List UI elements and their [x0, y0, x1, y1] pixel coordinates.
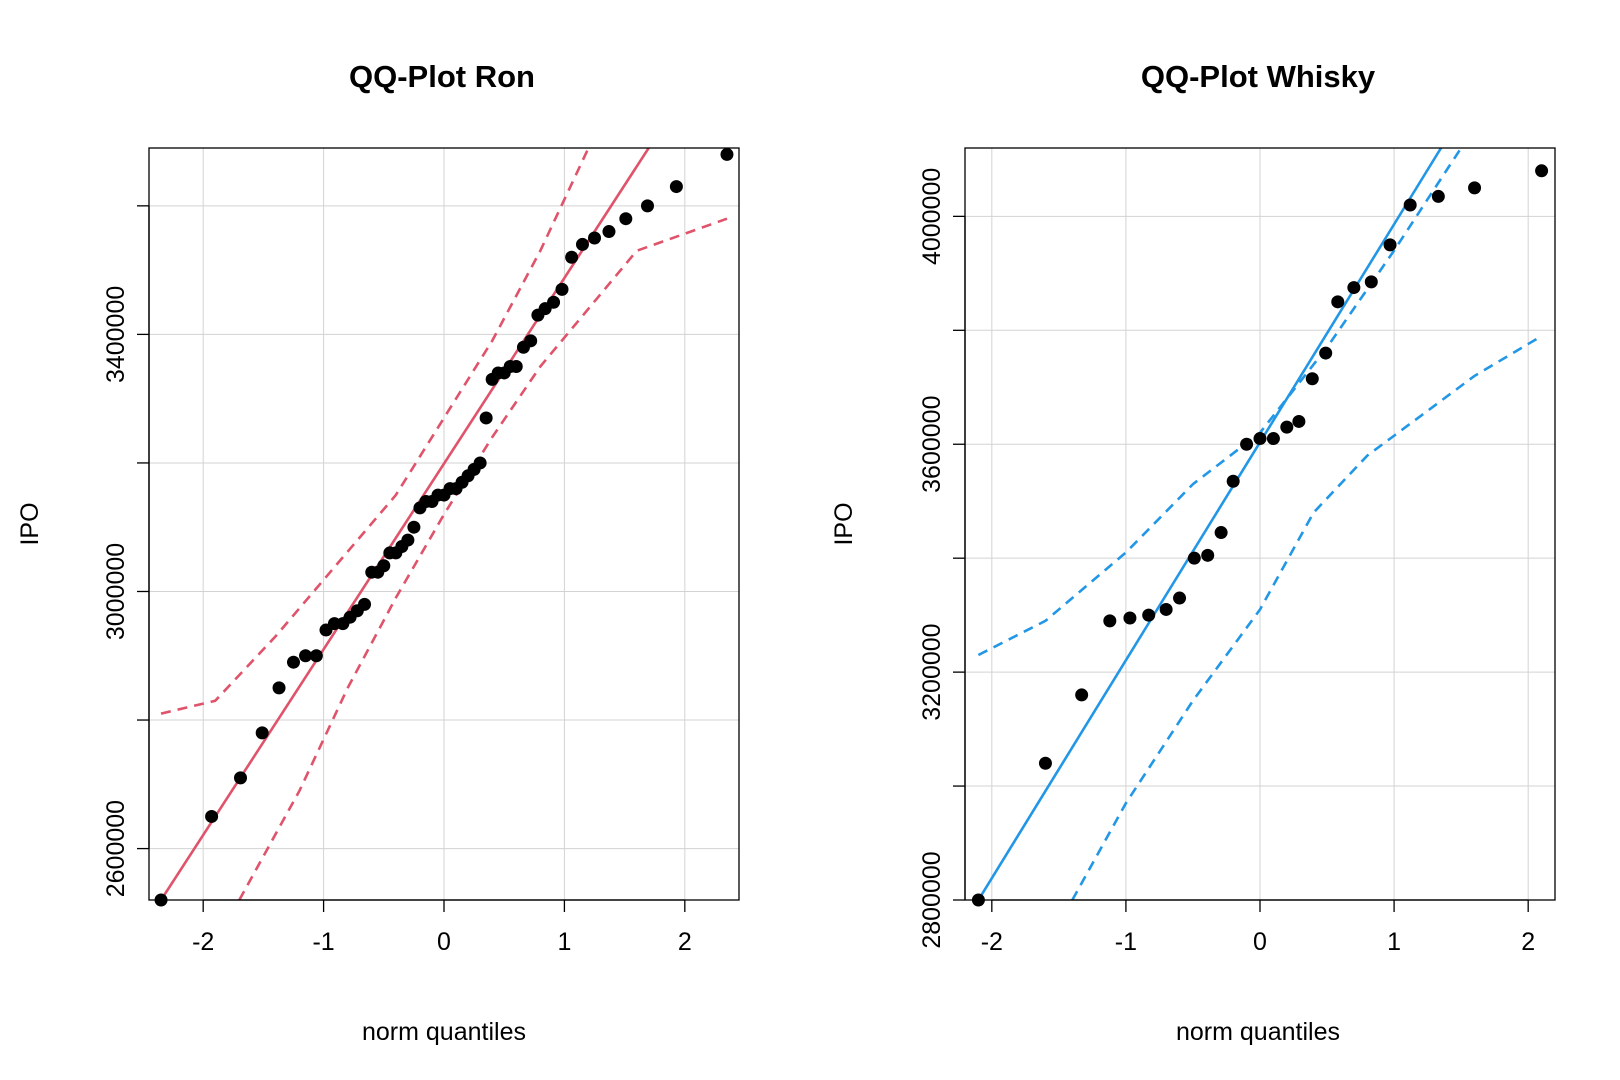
data-point: [1142, 608, 1156, 622]
x-tick-label: -1: [1115, 928, 1137, 956]
envelope-upper-line: [160, 148, 590, 715]
data-point: [1280, 420, 1294, 434]
data-point: [407, 520, 421, 534]
qq-reference-line: [977, 148, 1443, 900]
x-axis-ron: -2 -1 0 1 2: [192, 899, 692, 956]
data-point: [1253, 432, 1267, 446]
data-point: [358, 597, 372, 611]
grid-whisky: [965, 148, 1555, 901]
data-point: [299, 649, 313, 663]
data-point: [473, 456, 487, 470]
x-tick-label: -1: [312, 928, 334, 956]
panel-whisky: QQ-Plot Whisky -2 -1 0 1 2 2800000 3200000 360…: [830, 59, 1556, 1046]
data-point: [309, 649, 323, 663]
y-tick-label: 4000000: [918, 168, 946, 265]
data-point: [1173, 591, 1187, 605]
data-point: [602, 225, 616, 239]
panel-ron: QQ-Plot Ron -2 -1 0 1 2 2600000 3000000 340000…: [16, 59, 740, 1046]
grid-ron: [149, 148, 739, 900]
data-point: [565, 250, 579, 264]
data-point: [286, 655, 300, 669]
reference-line-whisky: [977, 148, 1443, 900]
data-point: [1305, 372, 1319, 386]
data-point: [1201, 548, 1215, 562]
y-tick-label: 2800000: [918, 851, 946, 948]
data-point: [1266, 432, 1280, 446]
data-point: [479, 411, 493, 425]
data-point: [619, 212, 633, 226]
data-point: [1319, 346, 1333, 360]
data-point: [1226, 474, 1240, 488]
y-tick-label: 3400000: [102, 286, 130, 383]
x-axis-label-ron: norm quantiles: [362, 1018, 526, 1046]
data-point: [377, 559, 391, 573]
points-ron: [154, 147, 734, 907]
data-point: [669, 180, 683, 194]
data-point: [1535, 164, 1549, 178]
envelope-lower-line: [1071, 334, 1543, 900]
data-point: [255, 726, 269, 740]
y-axis-whisky: 2800000 3200000 3600000 4000000: [918, 168, 966, 949]
y-tick-label: 3200000: [918, 623, 946, 720]
y-axis-label-whisky: IPO: [830, 502, 858, 545]
data-point: [588, 231, 602, 245]
x-tick-label: -2: [192, 928, 214, 956]
chart-title-whisky: QQ-Plot Whisky: [1141, 59, 1376, 94]
data-point: [205, 809, 219, 823]
y-tick-label: 3000000: [102, 543, 130, 640]
x-axis-label-whisky: norm quantiles: [1176, 1018, 1340, 1046]
data-point: [547, 295, 561, 309]
x-tick-label: 0: [1253, 928, 1267, 956]
data-point: [1075, 688, 1089, 702]
y-axis-label-ron: IPO: [16, 502, 44, 545]
y-axis-ron: 2600000 3000000 3400000: [102, 205, 150, 897]
data-point: [234, 771, 248, 785]
x-axis-whisky: -2 -1 0 1 2: [981, 899, 1535, 956]
data-point: [401, 533, 415, 547]
data-point: [1214, 526, 1228, 540]
y-tick-label: 3600000: [918, 396, 946, 493]
data-point: [1123, 611, 1137, 625]
data-point: [1364, 275, 1378, 289]
y-tick-label: 2600000: [102, 800, 130, 897]
plot-ron: -2 -1 0 1 2 2600000 3000000 3400000: [102, 147, 740, 956]
data-point: [720, 147, 734, 161]
data-point: [1347, 281, 1361, 295]
x-tick-label: -2: [981, 928, 1003, 956]
x-tick-label: 2: [1521, 928, 1535, 956]
data-point: [1292, 414, 1306, 428]
data-point: [640, 199, 654, 213]
x-tick-label: 2: [678, 928, 692, 956]
chart-title-ron: QQ-Plot Ron: [349, 59, 535, 94]
data-point: [1383, 238, 1397, 252]
data-point: [1187, 551, 1201, 565]
data-point: [1038, 756, 1052, 770]
data-point: [575, 237, 589, 251]
data-point: [1240, 437, 1254, 451]
data-point: [509, 360, 523, 374]
data-point: [272, 681, 286, 695]
data-point: [1431, 189, 1445, 203]
x-tick-label: 1: [557, 928, 571, 956]
data-point: [1159, 602, 1173, 616]
envelope-whisky: [977, 148, 1543, 900]
envelope-upper-line: [977, 148, 1463, 657]
points-whisky: [971, 164, 1549, 907]
plot-whisky: -2 -1 0 1 2 2800000 3200000 3600000 4000000: [918, 147, 1556, 956]
data-point: [1103, 614, 1117, 628]
data-point: [524, 334, 538, 348]
data-point: [555, 282, 569, 296]
data-point: [1403, 198, 1417, 212]
data-point: [1331, 295, 1345, 309]
x-tick-label: 1: [1387, 928, 1401, 956]
data-point: [1468, 181, 1482, 195]
x-tick-label: 0: [437, 928, 451, 956]
